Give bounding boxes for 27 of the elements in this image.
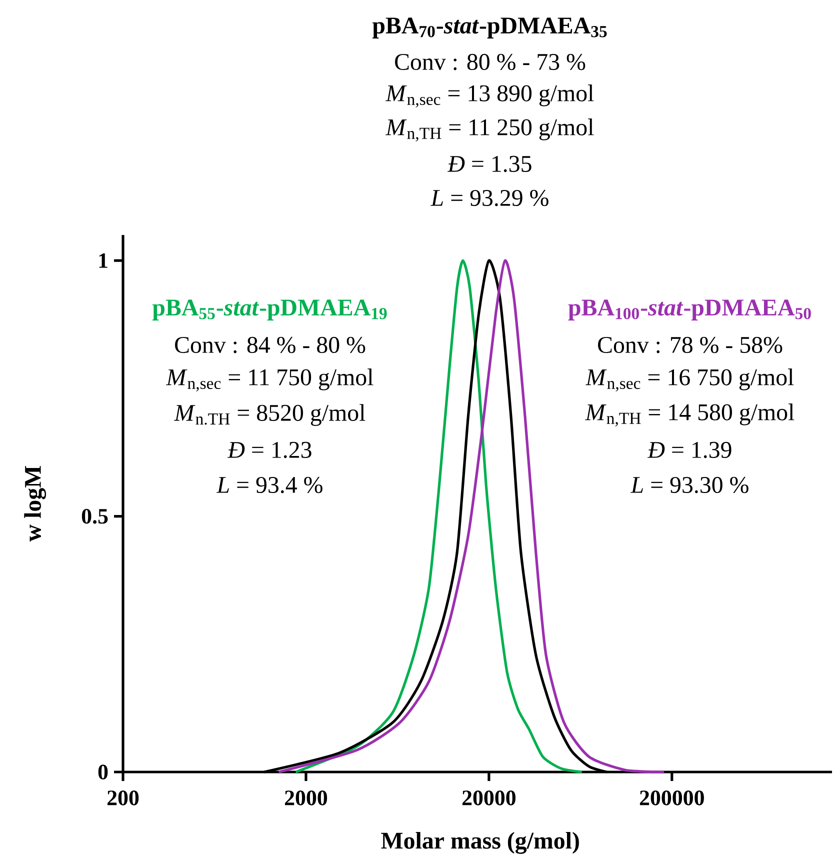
annotation: Đ = 1.23 — [227, 442, 312, 458]
text: pBA$_{55}$-stat-pDMAEA$_{19}$ — [152, 300, 387, 320]
y-axis-title: w logM — [24, 466, 46, 542]
annotation: M$_{n,sec}$ = 16 750 g/mol — [586, 368, 794, 392]
x-tick-label: 20000 — [462, 790, 516, 806]
text: M$_{n,sec}$ = 13 890 g/mol — [386, 84, 594, 108]
text: Conv : 80 % - 73 % — [395, 54, 586, 70]
x-tick-label: 2000 — [284, 790, 328, 806]
text: pBA$_{100}$-stat-pDMAEA$_{50}$ — [568, 300, 811, 320]
text: pBA$_{70}$-stat-pDMAEA$_{35}$ — [372, 18, 607, 38]
x-tick-label: 200000 — [640, 790, 704, 806]
annotation: M$_{n.TH}$ = 8520 g/mol — [174, 404, 366, 426]
x-axis-title: Molar mass (g/mol) — [381, 832, 579, 854]
y-tick-label: 0 — [98, 764, 108, 780]
y-tick-label: 1 — [99, 253, 108, 268]
annotation: L = 93.4 % — [216, 476, 322, 494]
text: Đ = 1.35 — [447, 156, 532, 172]
y-tick-label: 0.5 — [82, 508, 108, 524]
text: M$_{n,TH}$ = 11 250 g/mol — [385, 118, 594, 142]
annotation: M$_{n,sec}$ = 11 750 g/mol — [166, 368, 374, 392]
annotation: M$_{n,TH}$ = 14 580 g/mol — [585, 404, 794, 426]
annotation: Đ = 1.39 — [647, 442, 732, 458]
annotation: Conv : 84 % - 80 % — [175, 336, 366, 354]
annotation: Conv : 78 % - 58% — [598, 336, 782, 354]
annotation: L = 93.30 % — [630, 476, 748, 494]
x-tick-label: 200 — [107, 790, 139, 806]
text: L = 93.29 % — [430, 190, 548, 206]
